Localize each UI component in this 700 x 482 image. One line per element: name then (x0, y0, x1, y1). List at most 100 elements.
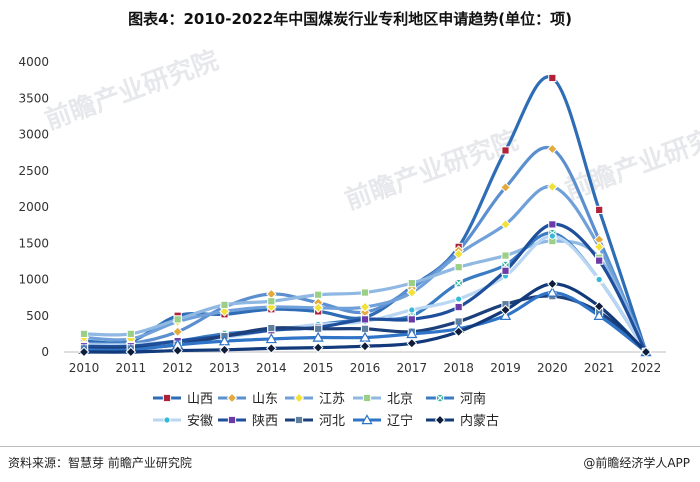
legend-swatch-marker (226, 392, 238, 404)
y-tick-label: 3500 (18, 91, 49, 105)
data-point-2 (500, 219, 511, 230)
data-point-9 (406, 337, 418, 349)
legend-label: 山东 (252, 392, 278, 407)
x-tick-label: 2013 (209, 361, 240, 375)
chart-title: 图表4：2010-2022年中国煤炭行业专利地区申请趋势(单位：项) (128, 10, 572, 28)
data-point-8 (546, 286, 558, 297)
data-point-3 (126, 329, 135, 338)
data-point-7 (314, 324, 323, 333)
data-point-5 (408, 306, 416, 314)
data-point-6 (501, 266, 510, 275)
legend-swatch-marker (294, 415, 304, 425)
data-point-4-cross (454, 279, 463, 288)
data-point-9 (125, 346, 137, 358)
x-tick-label: 2021 (584, 361, 615, 375)
data-point-6 (360, 315, 370, 324)
data-point-0 (595, 205, 604, 215)
legend-swatch-marker-cross (435, 393, 445, 403)
data-point-2 (359, 301, 371, 313)
x-tick-label: 2022 (631, 361, 662, 375)
data-point-3 (407, 279, 416, 288)
data-point-5 (455, 295, 463, 303)
data-point-2 (219, 306, 230, 317)
legend-swatch-marker (163, 416, 171, 424)
y-tick-label: 1000 (18, 273, 49, 287)
data-point-7 (267, 323, 276, 333)
y-tick-label: 2000 (18, 200, 49, 214)
legend-swatch-marker (293, 392, 305, 404)
data-point-9 (266, 343, 277, 354)
data-point-9 (500, 304, 511, 316)
y-tick-label: 1500 (18, 236, 49, 250)
x-tick-label: 2012 (162, 361, 193, 375)
data-point-1 (500, 182, 511, 193)
x-tick-label: 2016 (350, 361, 381, 375)
legend-label: 陕西 (252, 414, 278, 429)
data-point-8 (312, 331, 324, 342)
data-point-8 (406, 328, 418, 339)
data-point-0 (501, 146, 510, 155)
x-tick-label: 2015 (303, 361, 334, 375)
x-tick-label: 2020 (537, 361, 568, 375)
legend-label: 北京 (387, 392, 413, 407)
data-point-6 (454, 302, 463, 312)
data-point-3 (454, 263, 463, 272)
data-point-9 (547, 278, 558, 290)
x-tick-label: 2010 (69, 361, 100, 375)
legend-label: 江苏 (319, 391, 345, 407)
source-note: 资料来源：智慧芽 前瞻产业研究院 (8, 456, 192, 470)
y-tick-label: 3000 (18, 128, 49, 142)
data-point-9 (219, 344, 230, 356)
data-point-3 (79, 329, 89, 338)
legend-swatch-marker (162, 393, 172, 403)
legend-swatch-marker (434, 414, 446, 426)
x-tick-label: 2011 (116, 361, 147, 375)
data-point-2 (312, 302, 324, 314)
x-tick-label: 2017 (397, 361, 428, 375)
data-point-9 (359, 340, 371, 352)
data-point-2 (593, 241, 605, 253)
data-point-9 (453, 326, 464, 338)
data-point-3 (314, 290, 323, 299)
legend-swatch-marker (361, 414, 373, 425)
data-point-5 (595, 275, 603, 284)
data-point-8 (593, 309, 605, 320)
data-point-8 (265, 333, 277, 344)
y-tick-label: 2500 (18, 164, 49, 178)
data-point-0 (548, 73, 557, 83)
y-tick-label: 500 (26, 309, 49, 323)
legend-label: 河南 (460, 391, 486, 407)
data-point-9 (593, 301, 605, 312)
data-point-2 (547, 181, 558, 193)
data-point-9 (78, 346, 90, 358)
data-point-3 (360, 288, 370, 297)
data-point-7 (360, 324, 370, 333)
data-point-3 (267, 297, 276, 306)
data-point-6 (407, 315, 416, 324)
y-tick-label: 0 (41, 345, 49, 359)
data-point-6 (548, 220, 557, 229)
x-tick-label: 2018 (443, 361, 474, 375)
y-tick-label: 4000 (18, 55, 49, 69)
data-point-3 (173, 315, 182, 324)
legend-label: 山西 (187, 392, 213, 407)
data-point-9 (640, 346, 652, 358)
data-point-6 (595, 256, 604, 265)
footer-divider (0, 446, 700, 447)
data-point-2 (453, 248, 464, 260)
x-tick-label: 2014 (256, 361, 287, 375)
data-point-1 (547, 143, 558, 155)
data-point-9 (312, 342, 324, 353)
brand-credit: @前瞻经济学人APP (583, 456, 690, 470)
data-point-9 (172, 345, 183, 356)
data-point-1 (172, 326, 183, 338)
data-point-3 (220, 300, 229, 309)
data-point-2 (406, 287, 418, 298)
x-tick-label: 2019 (490, 361, 521, 375)
legend-label: 河北 (319, 414, 345, 429)
legend-label: 内蒙古 (460, 413, 499, 429)
data-point-3 (501, 251, 510, 260)
data-point-5 (548, 232, 556, 240)
legend-label: 辽宁 (387, 413, 413, 429)
